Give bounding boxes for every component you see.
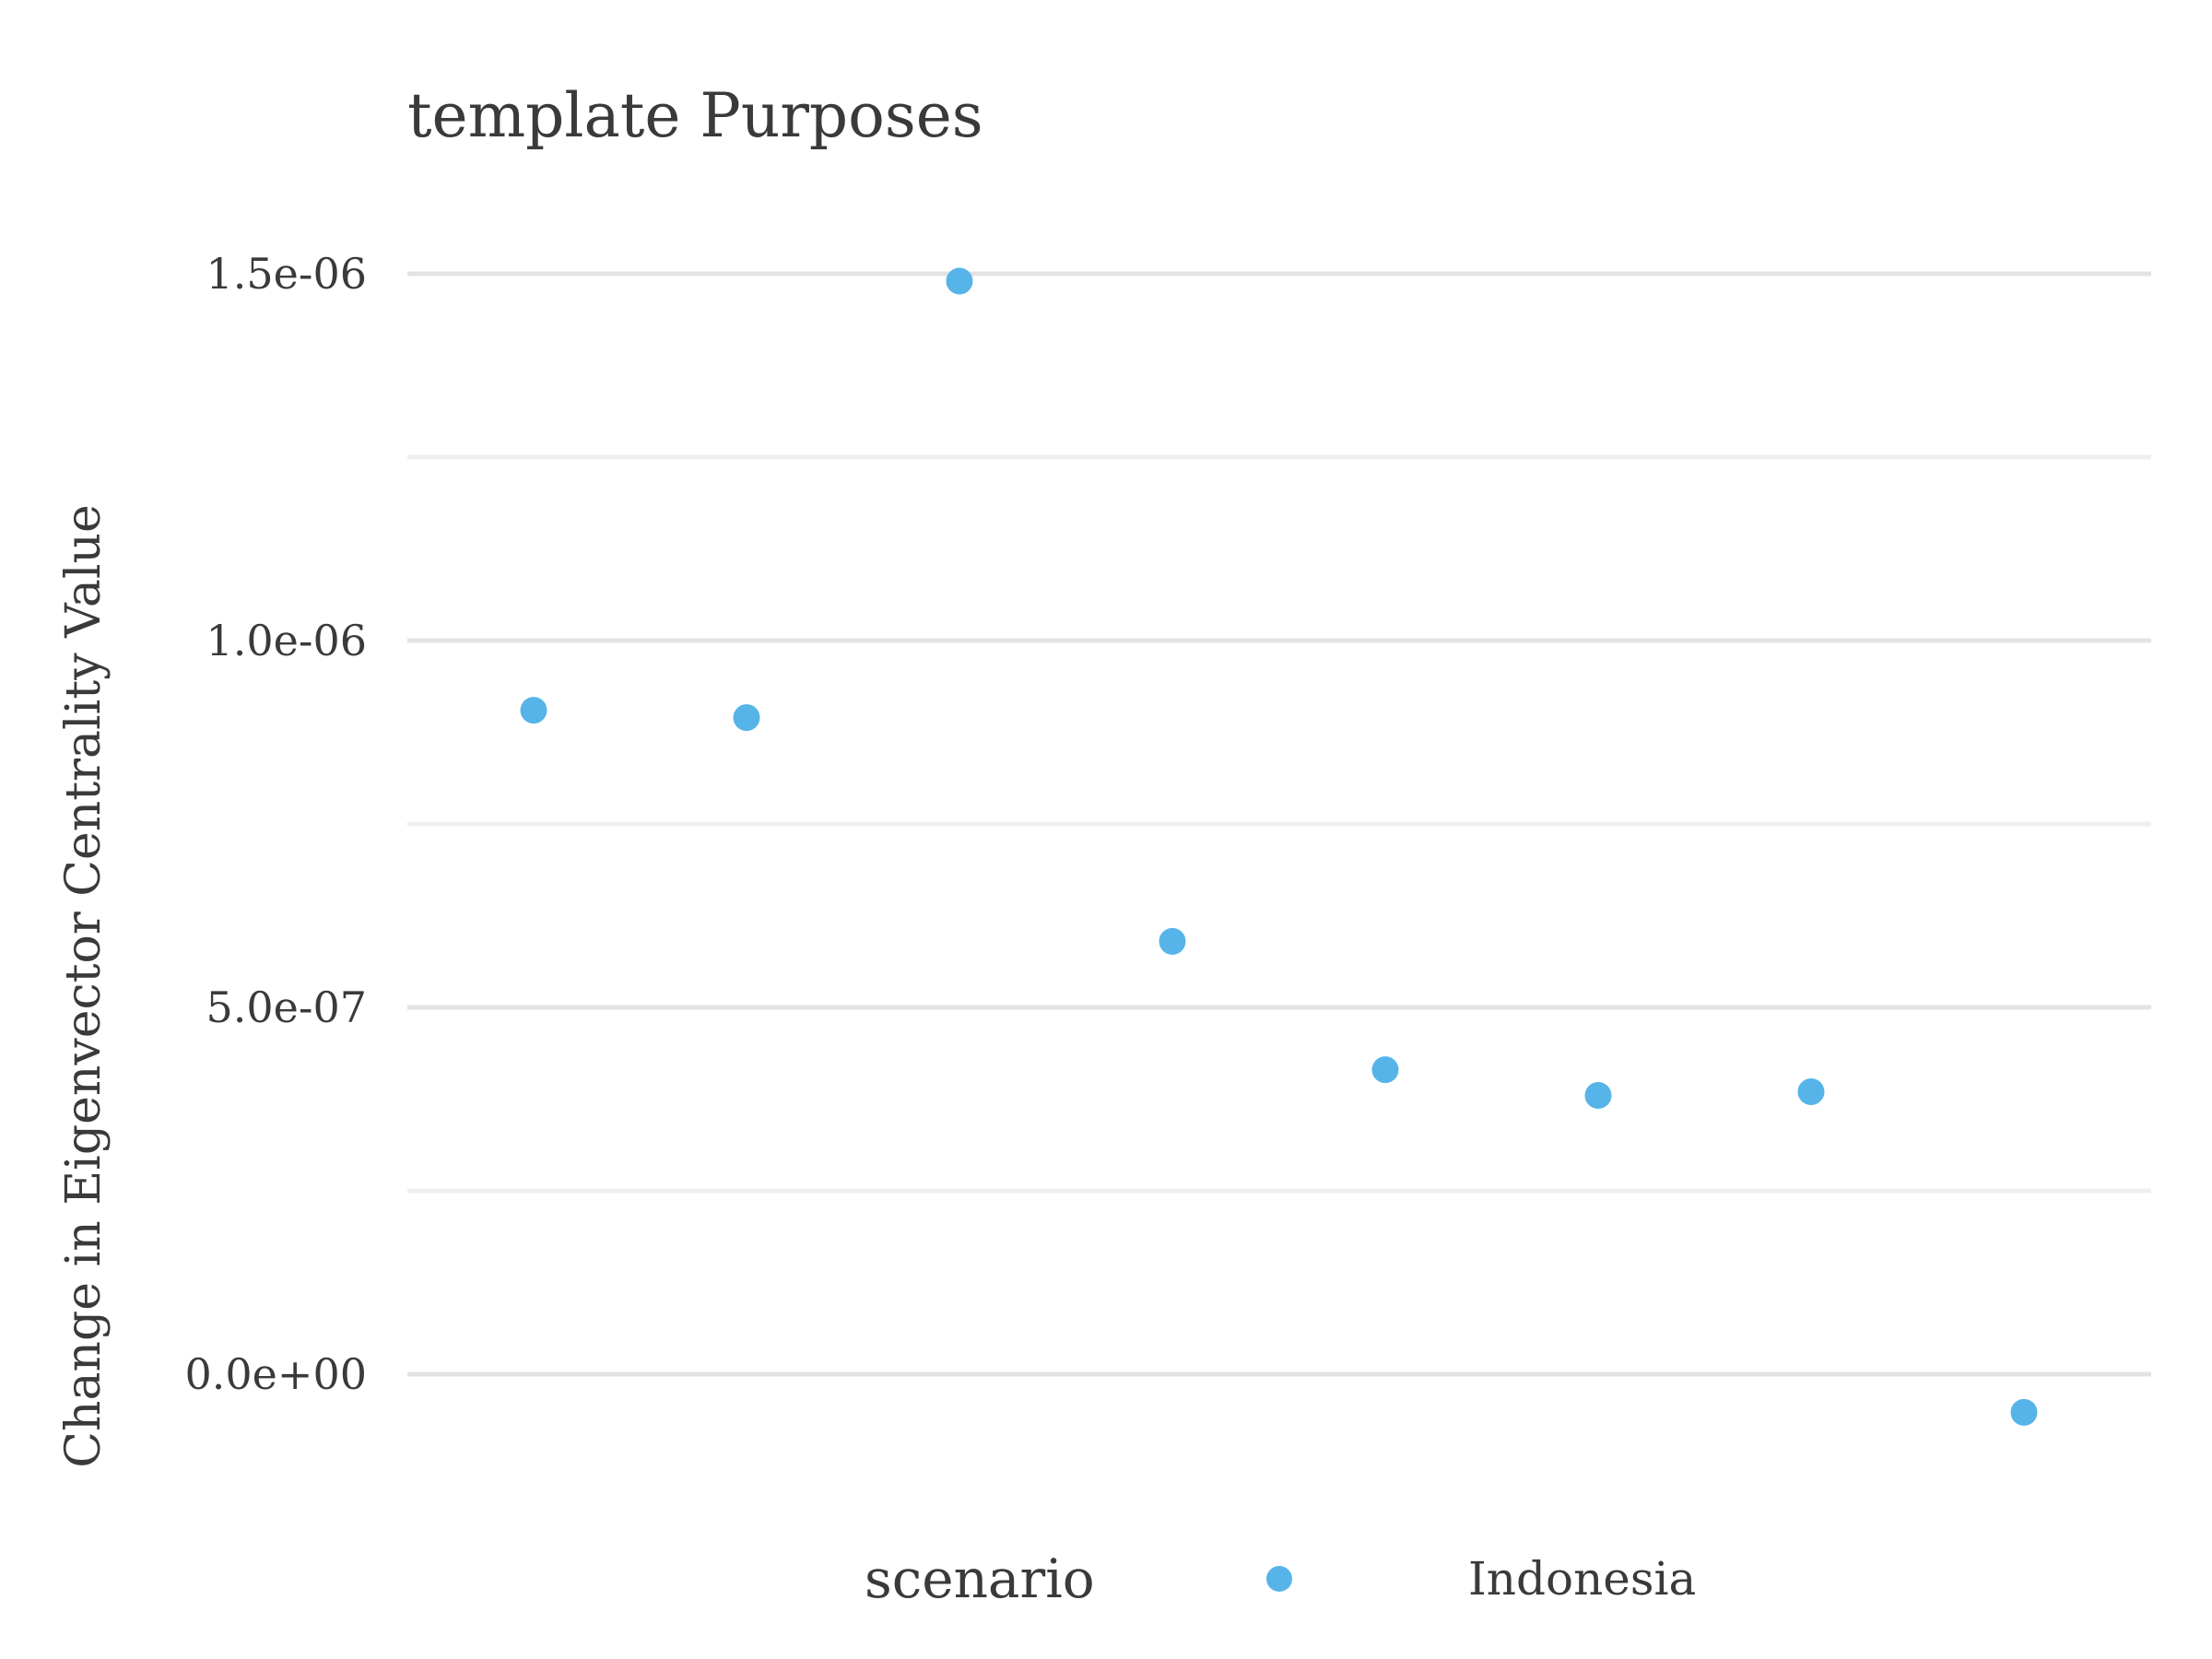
data-point	[946, 267, 973, 295]
major-gridlines	[407, 271, 2151, 1377]
y-tick-label: 1.5e-06	[206, 249, 367, 299]
minor-gridlines	[407, 454, 2151, 1194]
y-tick-label: 0.0e+00	[185, 1349, 367, 1399]
data-point	[1797, 1078, 1825, 1106]
y-tick-label: 5.0e-07	[206, 982, 367, 1032]
y-axis-ticks: 0.0e+00 5.0e-07 1.0e-06 1.5e-06	[185, 249, 367, 1399]
data-point	[520, 697, 547, 724]
data-point	[733, 704, 760, 732]
y-axis-label: Change in Eigenvector Centrality Value	[56, 504, 112, 1468]
y-tick-label: 1.0e-06	[206, 616, 367, 665]
data-point	[1159, 927, 1186, 955]
data-point	[2010, 1398, 2038, 1426]
legend-key-indonesia	[1266, 1566, 1292, 1592]
legend-label-indonesia: Indonesia	[1468, 1552, 1696, 1606]
chart-title: template Purposes	[407, 80, 983, 151]
data-points	[520, 267, 2038, 1426]
data-point	[1584, 1082, 1612, 1110]
legend: scenario Indonesia	[865, 1547, 1696, 1610]
data-point	[1371, 1056, 1399, 1084]
legend-title: scenario	[865, 1547, 1095, 1610]
